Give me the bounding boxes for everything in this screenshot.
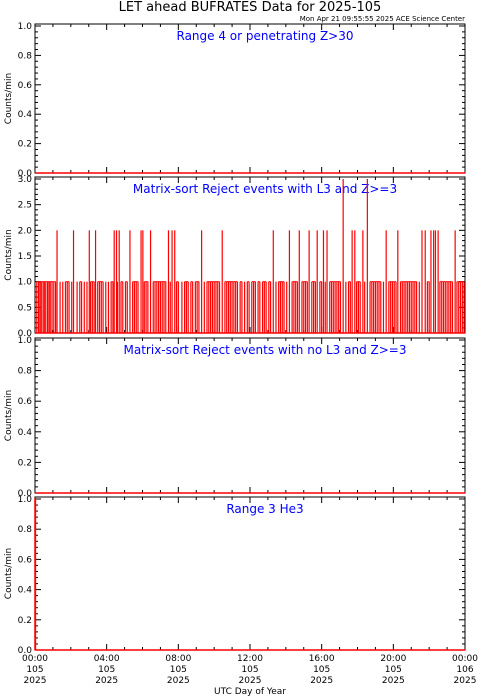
y-tick-label: 0.2 xyxy=(18,458,32,468)
x-tick-label: 105 xyxy=(170,665,187,675)
y-tick-label: 1.0 xyxy=(18,495,33,505)
panel-3: 0.0 0.2 0.4 0.6 0.8 1.0 Counts/min Matrix-sort … xyxy=(4,336,466,499)
panel-2: 0.0 0.5 1.0 1.5 2.0 2.5 3.0 Counts/min Matrix-so… xyxy=(4,175,466,339)
x-tick-label: 2025 xyxy=(24,676,47,686)
y-tick-label: 0.6 xyxy=(18,397,33,407)
x-tick-label: 04:00 xyxy=(94,654,120,664)
y-tick-label: 0.4 xyxy=(18,586,33,596)
y-tick-label: 0.0 xyxy=(18,489,33,499)
x-axis-label: UTC Day of Year xyxy=(214,687,286,697)
y-tick-label: 2.5 xyxy=(18,201,32,211)
panels: 0.0 0.2 0.4 0.6 0.8 1.0 Counts/min Range 4 or p… xyxy=(4,22,466,656)
panel-1: 0.0 0.2 0.4 0.6 0.8 1.0 Counts/min Range 4 or p… xyxy=(4,22,466,179)
y-tick-label: 0.8 xyxy=(18,525,33,535)
panel-4: 0.0 0.2 0.4 0.6 0.8 1.0 Counts/min Range 3 He3 xyxy=(4,495,466,656)
x-tick-label: 2025 xyxy=(95,676,118,686)
x-tick-label: 105 xyxy=(241,665,258,675)
series-line xyxy=(34,498,465,651)
panel-title: Range 3 He3 xyxy=(226,502,303,516)
x-tick-label: 00:00 xyxy=(452,654,478,664)
x-tick-label: 16:00 xyxy=(309,654,335,664)
chart-title: LET ahead BUFRATES Data for 2025-105 xyxy=(119,0,382,15)
y-tick-label: 0.8 xyxy=(18,51,33,61)
x-tick-label: 2025 xyxy=(310,676,333,686)
panel-frame xyxy=(34,496,466,651)
y-tick-label: 0.6 xyxy=(18,81,33,91)
x-tick-label: 12:00 xyxy=(237,654,263,664)
x-tick-label: 2025 xyxy=(239,676,262,686)
y-tick-label: 1.0 xyxy=(18,336,33,346)
y-tick-label: 2.0 xyxy=(18,226,33,236)
y-tick-label: 3.0 xyxy=(18,175,33,185)
y-tick-label: 0.4 xyxy=(18,428,33,438)
y-tick-label: 0.4 xyxy=(18,110,33,120)
y-tick-label: 0.2 xyxy=(18,616,32,626)
y-axis-label: Counts/min xyxy=(4,548,14,599)
y-tick-label: 1.0 xyxy=(18,278,33,288)
panel-frame xyxy=(34,23,466,174)
x-tick-label: 2025 xyxy=(382,676,405,686)
y-tick-label: 0.2 xyxy=(18,140,32,150)
y-tick-label: 0.0 xyxy=(18,169,33,179)
panel-frame xyxy=(34,337,466,494)
y-tick-label: 0.0 xyxy=(18,329,33,339)
x-tick-label: 105 xyxy=(26,665,43,675)
x-axis: 00:00105202504:00105202508:00105202512:0… xyxy=(22,654,478,686)
panel-title: Matrix-sort Reject events with no L3 and… xyxy=(124,343,407,357)
x-tick-label: 105 xyxy=(385,665,402,675)
y-axis-label: Counts/min xyxy=(4,229,14,280)
panel-title: Matrix-sort Reject events with L3 and Z>… xyxy=(133,182,397,196)
x-tick-label: 00:00 xyxy=(22,654,48,664)
y-tick-label: 1.5 xyxy=(18,252,32,262)
y-tick-label: 0.0 xyxy=(18,646,33,656)
y-tick-label: 1.0 xyxy=(18,22,33,32)
x-tick-label: 08:00 xyxy=(165,654,191,664)
y-tick-label: 0.5 xyxy=(18,303,32,313)
y-tick-label: 0.8 xyxy=(18,367,33,377)
panel-title: Range 4 or penetrating Z>30 xyxy=(177,29,354,43)
y-axis-label: Counts/min xyxy=(4,390,14,441)
x-tick-label: 105 xyxy=(98,665,115,675)
x-tick-label: 105 xyxy=(313,665,330,675)
y-tick-label: 0.6 xyxy=(18,555,33,565)
timestamp: Mon Apr 21 09:55:55 2025 ACE Science Cen… xyxy=(300,15,465,23)
x-tick-label: 2025 xyxy=(167,676,190,686)
x-tick-label: 20:00 xyxy=(380,654,406,664)
x-tick-label: 2025 xyxy=(454,676,477,686)
x-tick-label: 106 xyxy=(456,665,473,675)
y-axis-label: Counts/min xyxy=(4,73,14,124)
